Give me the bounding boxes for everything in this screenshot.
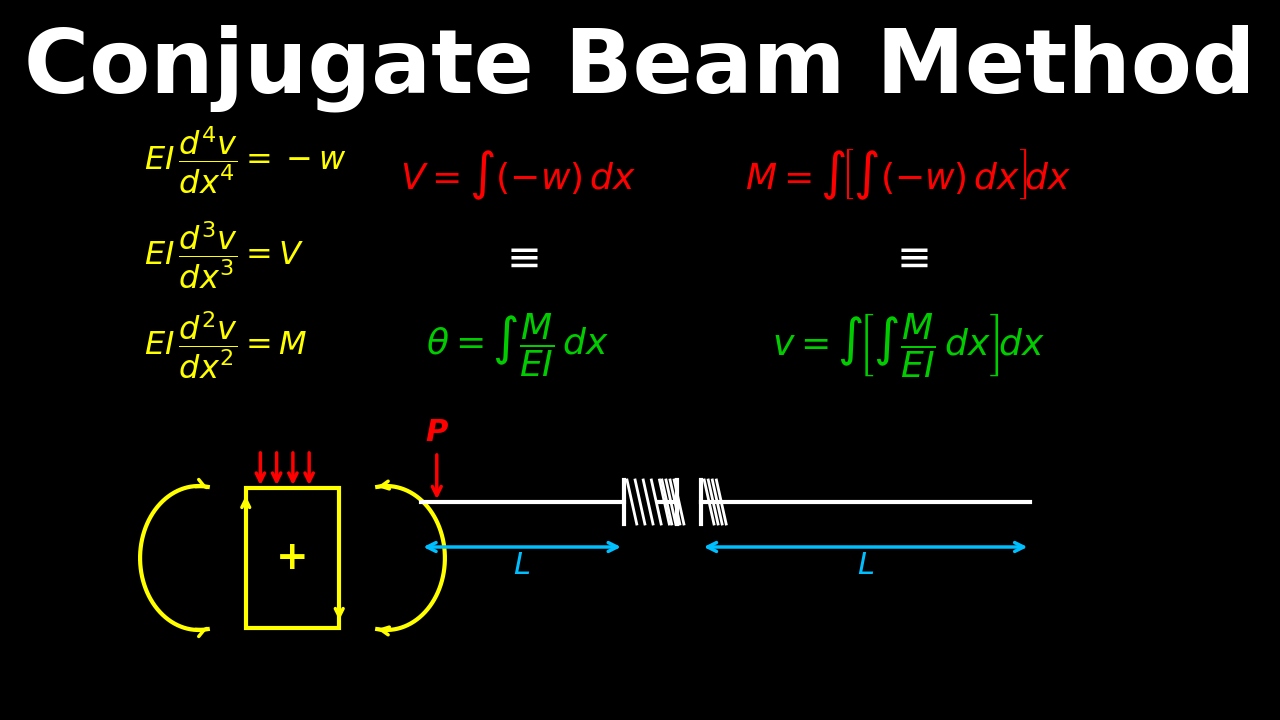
Text: $\equiv$: $\equiv$ — [498, 237, 539, 279]
Text: $V = \int (-w)\,dx$: $V = \int (-w)\,dx$ — [401, 148, 636, 202]
Text: $M = \int\!\left[\int (-w)\,dx\right]\!dx$: $M = \int\!\left[\int (-w)\,dx\right]\!d… — [745, 148, 1071, 202]
Text: L: L — [513, 551, 531, 580]
Text: $EI\,\dfrac{d^3v}{dx^3} = V$: $EI\,\dfrac{d^3v}{dx^3} = V$ — [145, 220, 305, 291]
Text: $v = \int\!\left[\int \dfrac{M}{EI}\,dx\right]\!dx$: $v = \int\!\left[\int \dfrac{M}{EI}\,dx\… — [772, 311, 1044, 379]
Text: P: P — [425, 418, 448, 446]
Text: $\theta = \int \dfrac{M}{EI}\,dx$: $\theta = \int \dfrac{M}{EI}\,dx$ — [426, 311, 609, 379]
Text: $\equiv$: $\equiv$ — [888, 237, 928, 279]
Bar — [246, 488, 339, 628]
Text: L: L — [858, 551, 874, 580]
Text: Conjugate Beam Method: Conjugate Beam Method — [24, 24, 1256, 112]
Text: $EI\,\dfrac{d^4v}{dx^4} = -w$: $EI\,\dfrac{d^4v}{dx^4} = -w$ — [145, 125, 347, 196]
Text: +: + — [276, 539, 308, 577]
Text: $EI\,\dfrac{d^2v}{dx^2} = M$: $EI\,\dfrac{d^2v}{dx^2} = M$ — [145, 310, 307, 381]
